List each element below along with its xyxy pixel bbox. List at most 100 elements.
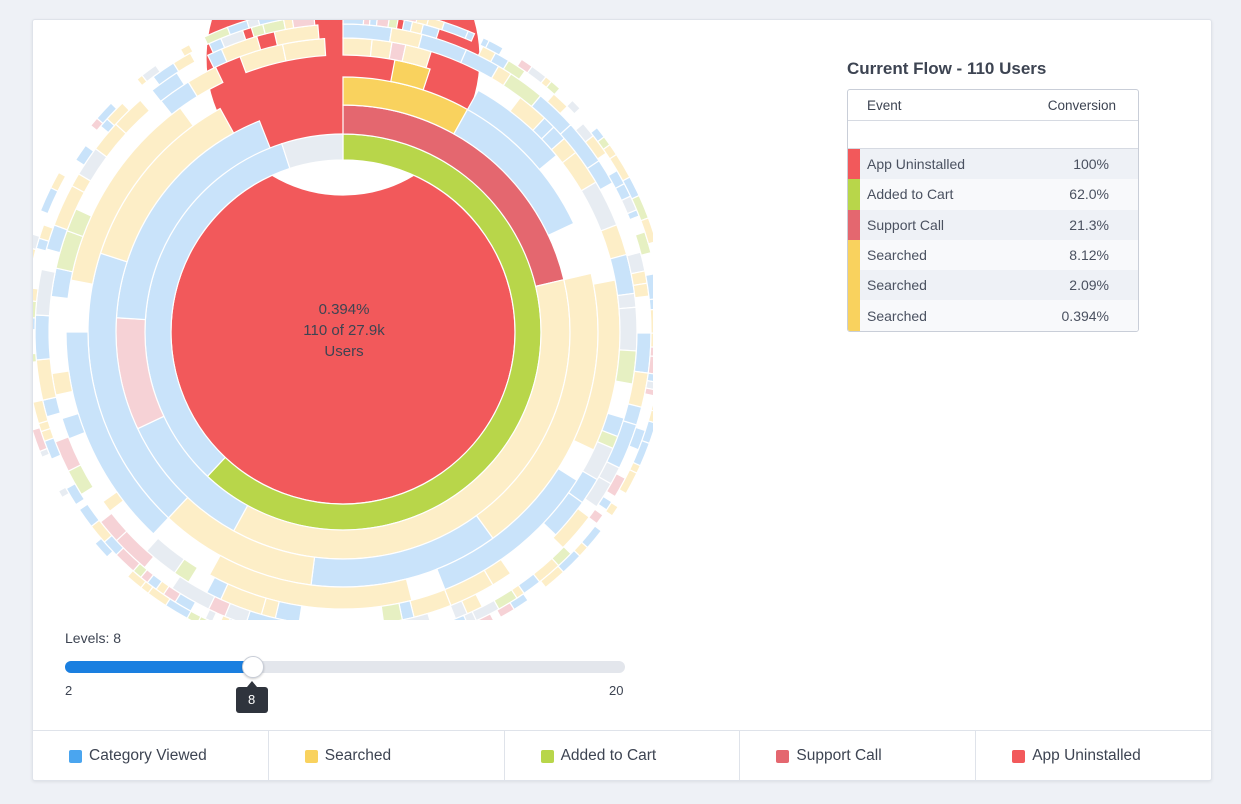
sunburst-outer-segment[interactable] (649, 309, 653, 334)
sunburst-outer-segment[interactable] (204, 608, 218, 620)
sunburst-outer-segment[interactable] (502, 59, 526, 81)
flow-row[interactable]: Support Call 21.3% (848, 209, 1138, 240)
sunburst-outer-segment[interactable] (33, 317, 36, 331)
levels-slider-track[interactable] (65, 656, 625, 678)
sunburst-segment-category-viewed[interactable] (466, 89, 558, 171)
sunburst-outer-segment[interactable] (141, 64, 162, 83)
flow-row-conversion: 0.394% (1061, 307, 1109, 324)
sunburst-outer-segment[interactable] (126, 569, 147, 589)
flow-row-color-swatch (848, 270, 860, 301)
sunburst-outer-segment[interactable] (102, 491, 125, 513)
sunburst-outer-segment[interactable] (580, 181, 618, 232)
column-header-conversion: Conversion (1047, 97, 1116, 113)
sunburst-outer-segment[interactable] (38, 224, 54, 242)
flow-row-event: App Uninstalled (867, 156, 966, 173)
sunburst-outer-segment[interactable] (552, 507, 591, 549)
legend-swatch (776, 749, 790, 763)
flow-row[interactable]: Searched 8.12% (848, 239, 1138, 271)
sunburst-outer-segment[interactable] (539, 565, 565, 589)
sunburst-outer-segment[interactable] (632, 282, 650, 299)
flow-table-spacer (848, 121, 1138, 149)
sunburst-outer-segment[interactable] (587, 508, 604, 525)
sunburst-outer-segment[interactable] (342, 37, 373, 58)
sunburst-outer-segment[interactable] (649, 346, 653, 357)
sunburst-outer-segment[interactable] (586, 159, 614, 191)
sunburst-outer-segment[interactable] (34, 268, 56, 317)
sunburst-outer-segment[interactable] (342, 20, 365, 26)
flow-row[interactable]: Searched 0.394% (848, 300, 1138, 331)
sunburst-outer-segment[interactable] (474, 613, 495, 620)
sunburst-outer-segment[interactable] (94, 537, 114, 558)
sunburst-outer-segment[interactable] (35, 358, 58, 401)
sunburst-outer-segment[interactable] (409, 588, 452, 619)
sunburst-outer-segment[interactable] (33, 426, 48, 453)
sunburst-outer-segment[interactable] (33, 300, 38, 319)
sunburst-outer-segment[interactable] (616, 292, 637, 310)
flow-row-color-swatch (848, 209, 860, 240)
legend-label: Added to Cart (560, 747, 657, 764)
sunburst-outer-segment[interactable] (145, 537, 186, 574)
levels-slider-handle[interactable] (241, 656, 264, 678)
legend-item[interactable]: App Uninstalled (976, 731, 1211, 780)
sunburst-outer-segment[interactable] (39, 186, 59, 215)
sunburst-outer-segment[interactable] (291, 20, 316, 29)
sunburst-outer-segment[interactable] (496, 601, 515, 619)
sunburst-outer-segment[interactable] (33, 233, 41, 251)
sunburst-outer-segment[interactable] (565, 99, 582, 115)
flow-row[interactable]: Added to Cart 62.0% (848, 179, 1138, 210)
sunburst-outer-segment[interactable] (65, 482, 86, 506)
sunburst-segment-category-viewed[interactable] (281, 133, 344, 170)
sunburst-outer-segment[interactable] (171, 575, 216, 610)
sunburst-outer-segment[interactable] (179, 43, 194, 58)
sunburst-outer-segment[interactable] (640, 217, 653, 245)
flow-row[interactable]: Searched 2.09% (848, 270, 1138, 301)
legend-item[interactable]: Searched (269, 731, 505, 780)
sunburst-outer-segment[interactable] (644, 387, 653, 397)
sunburst-outer-segment[interactable] (618, 306, 638, 352)
legend-item[interactable]: Category Viewed (33, 731, 269, 780)
sunburst-outer-segment[interactable] (187, 66, 224, 98)
sunburst-outer-segment[interactable] (78, 503, 101, 528)
sunburst-outer-segment[interactable] (545, 80, 561, 96)
sunburst-outer-segment[interactable] (172, 52, 196, 73)
sunburst-outer-segment[interactable] (380, 602, 404, 620)
sunburst-outer-segment[interactable] (74, 144, 95, 167)
sunburst-outer-segment[interactable] (33, 399, 49, 425)
sunburst-outer-segment[interactable] (391, 612, 432, 620)
sunburst-outer-segment[interactable] (648, 298, 653, 311)
sunburst-outer-segment[interactable] (604, 501, 619, 517)
sunburst-segment-searched[interactable] (208, 554, 413, 610)
sunburst-outer-segment[interactable] (33, 352, 38, 363)
sunburst-outer-segment[interactable] (464, 30, 476, 42)
sunburst-outer-segment[interactable] (650, 332, 653, 348)
legend-swatch (304, 749, 318, 763)
sunburst-outer-segment[interactable] (219, 614, 231, 620)
sunburst-outer-segment[interactable] (61, 412, 86, 440)
sunburst-outer-segment[interactable] (257, 20, 285, 26)
sunburst-segment-category-viewed[interactable] (436, 467, 578, 591)
flow-row-conversion: 100% (1073, 156, 1109, 173)
sunburst-outer-segment[interactable] (34, 314, 51, 361)
sunburst-outer-segment[interactable] (444, 614, 468, 620)
sunburst-outer-segment[interactable] (618, 468, 638, 495)
sunburst-chart[interactable] (33, 20, 653, 620)
sunburst-outer-segment[interactable] (369, 38, 393, 60)
sunburst-outer-segment[interactable] (49, 171, 67, 192)
legend-item[interactable]: Added to Cart (505, 731, 741, 780)
legend-item[interactable]: Support Call (740, 731, 977, 780)
sunburst-outer-segment[interactable] (96, 102, 118, 125)
sunburst-outer-segment[interactable] (600, 224, 628, 260)
legend-swatch (1012, 749, 1026, 763)
sunburst-outer-segment[interactable] (33, 247, 37, 270)
sunburst-outer-segment[interactable] (54, 436, 82, 472)
sunburst-outer-segment[interactable] (387, 20, 399, 30)
sunburst-outer-segment[interactable] (546, 93, 569, 115)
sunburst-segment-category-viewed[interactable] (65, 331, 170, 535)
levels-slider-tooltip: 8 (235, 681, 268, 713)
sunburst-outer-segment[interactable] (375, 20, 390, 28)
column-header-event: Event (867, 97, 902, 113)
sunburst-outer-segment[interactable] (33, 287, 39, 303)
flow-row[interactable]: App Uninstalled 100% (848, 149, 1138, 180)
sunburst-outer-segment[interactable] (484, 39, 504, 56)
sunburst-outer-segment[interactable] (57, 486, 70, 499)
